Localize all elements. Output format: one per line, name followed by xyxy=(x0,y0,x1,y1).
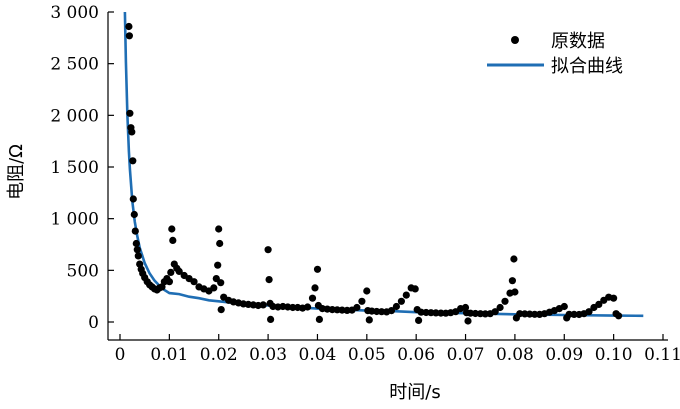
data-point xyxy=(387,307,396,315)
points-layer xyxy=(125,22,623,325)
x-tick-label: 0.02 xyxy=(200,345,238,365)
x-tick-label: 0.06 xyxy=(397,345,435,365)
data-point xyxy=(125,32,133,40)
x-tick-label: 0.09 xyxy=(545,345,583,365)
data-point xyxy=(464,317,472,325)
data-point xyxy=(259,301,267,309)
data-point xyxy=(165,278,173,286)
legend-label-fit: 拟合曲线 xyxy=(551,56,623,77)
data-point xyxy=(491,308,499,316)
data-point xyxy=(510,255,518,263)
x-tick-label: 0 xyxy=(115,345,126,365)
data-point xyxy=(610,294,618,302)
x-tick-label: 0.03 xyxy=(249,345,287,365)
data-point xyxy=(397,297,405,305)
data-point xyxy=(315,315,323,323)
x-ticks: 0 0.01 0.02 0.03 0.04 0.05 0.06 0.07 0.08 0.09 0.1… xyxy=(115,334,680,365)
y-tick-label: 500 xyxy=(67,261,99,281)
data-point xyxy=(595,300,603,308)
data-point xyxy=(308,294,317,302)
data-point xyxy=(175,267,183,275)
x-tick-label: 0.05 xyxy=(348,345,386,365)
data-point xyxy=(134,252,142,260)
data-point xyxy=(130,210,138,219)
plot-area xyxy=(123,11,644,325)
x-tick-label: 0.08 xyxy=(496,345,534,365)
data-point xyxy=(511,288,519,296)
data-point xyxy=(126,109,134,117)
data-point xyxy=(217,306,225,314)
legend: 原数据 拟合曲线 xyxy=(487,31,623,77)
y-tick-label: 0 xyxy=(88,313,99,333)
data-point xyxy=(264,246,272,254)
data-point xyxy=(267,315,275,323)
data-point xyxy=(411,285,419,293)
data-point xyxy=(265,276,273,284)
data-point xyxy=(585,308,593,316)
data-point xyxy=(217,279,225,287)
legend-marker-raw xyxy=(511,36,519,44)
data-point xyxy=(210,284,218,292)
data-point xyxy=(365,316,373,324)
data-point xyxy=(311,284,319,292)
y-tick-label: 3 000 xyxy=(50,3,99,23)
data-point xyxy=(129,157,137,165)
data-point xyxy=(167,268,175,276)
data-point xyxy=(392,302,400,311)
data-point xyxy=(215,225,223,233)
data-point xyxy=(313,265,322,273)
data-point xyxy=(304,303,312,311)
data-point xyxy=(353,303,361,312)
data-point xyxy=(168,225,176,233)
data-point xyxy=(128,128,136,136)
data-point xyxy=(501,297,509,305)
data-point xyxy=(129,195,137,203)
data-point xyxy=(133,246,141,254)
y-ticks: 0 500 1 000 1 500 2 000 2 500 3 000 xyxy=(50,3,114,333)
data-point xyxy=(415,316,423,324)
y-tick-label: 2 500 xyxy=(50,55,99,75)
data-point xyxy=(216,239,224,248)
data-point xyxy=(125,22,133,31)
data-point xyxy=(358,297,366,305)
y-tick-label: 1 500 xyxy=(50,158,99,178)
legend-label-raw: 原数据 xyxy=(551,31,605,52)
data-point xyxy=(508,277,516,285)
data-point xyxy=(402,291,410,299)
data-point xyxy=(615,312,623,320)
x-tick-label: 0.07 xyxy=(447,345,485,365)
data-point xyxy=(363,287,371,295)
data-point xyxy=(131,227,139,235)
data-point xyxy=(570,310,578,318)
fit-curve xyxy=(123,11,644,318)
x-tick-label: 0.10 xyxy=(595,345,633,365)
x-tick-label: 0.11 xyxy=(644,345,680,365)
data-point xyxy=(132,239,140,248)
data-point xyxy=(190,278,198,286)
data-point xyxy=(214,261,222,269)
y-tick-label: 1 000 xyxy=(50,210,99,230)
fit-layer xyxy=(123,11,644,318)
data-point xyxy=(496,303,504,312)
x-tick-label: 0.01 xyxy=(150,345,188,365)
y-axis-title: 电阻/Ω xyxy=(6,144,27,200)
data-point xyxy=(560,302,568,311)
data-point xyxy=(169,236,177,244)
x-tick-label: 0.04 xyxy=(299,345,337,365)
x-axis-title: 时间/s xyxy=(389,382,440,403)
y-tick-label: 2 000 xyxy=(50,106,99,126)
